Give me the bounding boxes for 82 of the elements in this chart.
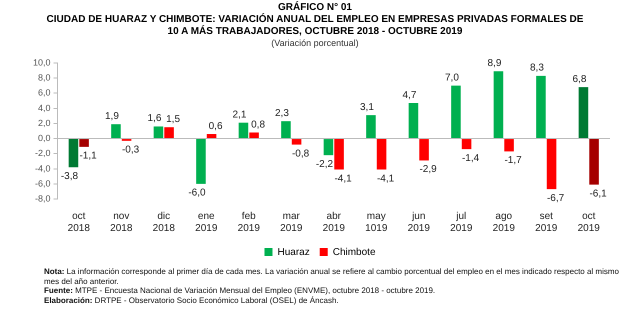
x-tick-label: abr 2019	[322, 210, 346, 234]
data-label: 1,6	[148, 113, 162, 124]
data-label: -6,1	[589, 188, 608, 200]
data-label: 8,3	[530, 62, 544, 74]
data-label: 2,1	[232, 109, 247, 120]
x-tick-label: jun 2019	[408, 210, 430, 234]
x-tick-label: nov 2018	[110, 210, 133, 234]
x-tick-label: ago 2019	[492, 210, 516, 234]
data-label: 8,9	[487, 58, 502, 70]
bar	[292, 139, 302, 145]
text: Elaboración: DRTPE - Observatorio Socio Económico Laboral (OSEL) de Áncash.	[44, 296, 340, 305]
x-tick-label: oct 2018	[68, 210, 90, 234]
y-tick-label: 2,0	[38, 118, 51, 128]
chart-title: GRÁFICO N° 01	[276, 2, 353, 14]
bar	[376, 139, 386, 170]
bar	[334, 139, 344, 170]
bar	[494, 71, 504, 138]
bar	[536, 76, 546, 138]
bar	[324, 139, 334, 156]
bar	[154, 126, 164, 138]
data-label: 1,9	[105, 110, 120, 122]
data-label: 6,8	[572, 74, 587, 85]
data-label: -3,8	[60, 171, 79, 182]
x-tick-label: dic 2018	[152, 210, 176, 234]
bar	[111, 124, 121, 138]
data-label: 0,8	[251, 119, 266, 130]
bar	[164, 127, 174, 138]
bar	[589, 139, 599, 185]
bar	[68, 139, 78, 168]
data-label: -4,1	[376, 173, 395, 184]
y-tick-label: 8,0	[38, 72, 51, 83]
y-tick-label: -8,0	[35, 193, 51, 204]
data-label: -4,1	[334, 173, 352, 184]
data-label: 1,5	[166, 114, 180, 125]
bar	[408, 103, 418, 138]
y-tick-label: 10,0	[32, 57, 51, 68]
bar	[206, 134, 216, 138]
bar	[419, 139, 429, 160]
y-tick-label: -4,0	[35, 163, 51, 174]
data-label: -2,2	[316, 158, 334, 170]
data-label: 0,6	[208, 120, 223, 132]
bar	[196, 139, 206, 184]
data-label: -1,7	[504, 155, 522, 166]
legend-label: Chimbote	[332, 246, 376, 258]
bar	[462, 139, 472, 150]
bar	[79, 139, 89, 147]
bar	[249, 132, 259, 138]
legend-label: Huaraz	[277, 246, 310, 258]
data-label: -6,0	[188, 188, 206, 199]
bar	[546, 139, 556, 190]
data-label: -1,4	[462, 152, 480, 164]
text: (Variación porcentual)	[270, 38, 360, 49]
y-tick-label: 6,0	[38, 88, 51, 98]
data-label: -1,1	[79, 150, 98, 162]
y-tick-label: -2,0	[35, 148, 51, 158]
source-note: Fuente: MTPE - Encuesta Nacional de Variación Mensual del Empleo (ENVME), octubre 2018 - octubre 2019.	[44, 286, 436, 296]
bar	[238, 122, 248, 138]
x-tick-label: set 2019	[535, 210, 558, 234]
x-tick-label: jul 2019	[450, 210, 473, 234]
x-tick-label: feb 2019	[238, 210, 260, 234]
data-label: -6,7	[546, 192, 565, 204]
data-label: 3,1	[360, 102, 374, 113]
data-label: -0,8	[292, 148, 310, 160]
text: Nota: La información corresponde al primer día de cada mes. La variación anual se refiere al cambio porcentual del empleo en el mes indicado respecto al mismo mes del año anterior.	[44, 267, 620, 286]
data-label: 4,7	[402, 90, 417, 101]
bar	[578, 87, 588, 138]
y-tick-label: 0,0	[38, 133, 51, 144]
y-tick-label: 4,0	[38, 102, 51, 113]
x-tick-label: ene 2019	[195, 210, 218, 234]
bar	[451, 86, 461, 138]
data-label: -0,3	[122, 144, 140, 156]
bar	[281, 121, 291, 138]
data-label: -2,9	[419, 164, 438, 176]
chart-subtitle: CIUDAD DE HUARAZ Y CHIMBOTE: VARIACIÓN ANUAL DEL EMPLEO EN EMPRESAS PRIVADAS FORMALES DE 10 A MÁS TRABAJADORES, OCTUBRE 2018 - OCTUBRE 2019	[46, 14, 584, 38]
data-label: 7,0	[444, 72, 460, 84]
data-label: 2,3	[274, 108, 290, 119]
x-tick-label: oct 2019	[578, 210, 600, 234]
bar	[366, 115, 376, 138]
bar	[504, 139, 514, 152]
x-tick-label: may 1019	[365, 210, 388, 234]
x-tick-label: mar 2019	[280, 210, 303, 234]
y-tick-label: -6,0	[35, 178, 51, 188]
